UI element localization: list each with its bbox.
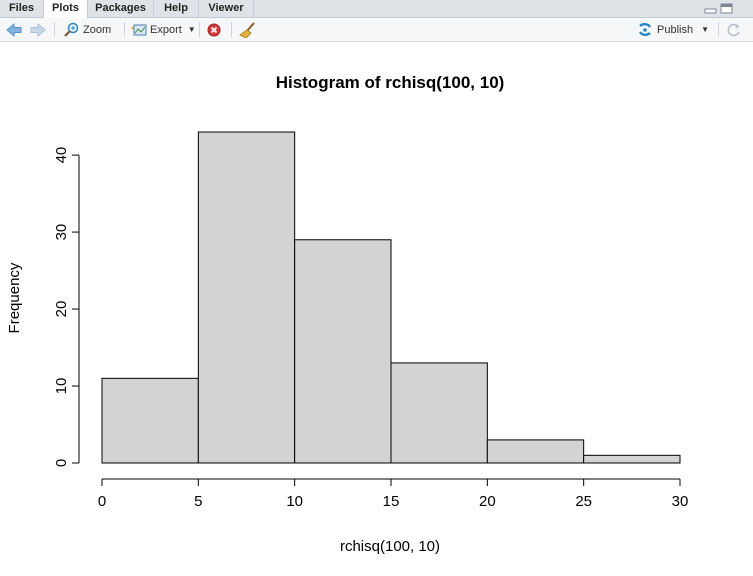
- histogram-bar: [101, 377, 199, 464]
- toolbar-separator: [231, 22, 232, 37]
- chevron-down-icon: ▼: [701, 25, 709, 34]
- maximize-pane-icon[interactable]: [720, 2, 733, 15]
- publish-label: Publish: [657, 23, 694, 36]
- x-tick-label: 0: [98, 493, 106, 510]
- tab-files[interactable]: Files: [0, 0, 44, 17]
- toolbar-separator: [199, 22, 200, 37]
- remove-plot-icon[interactable]: [207, 18, 221, 41]
- toolbar-separator: [124, 22, 125, 37]
- x-tick-label: 10: [286, 493, 303, 510]
- histogram-bar: [486, 439, 585, 464]
- y-axis: 0 10 20 30 40: [53, 147, 80, 467]
- minimize-pane-icon[interactable]: [704, 2, 717, 15]
- pane-tab-bar: Files Plots Packages Help Viewer: [0, 0, 753, 18]
- tab-help[interactable]: Help: [154, 0, 199, 17]
- y-axis-label: Frequency: [6, 262, 23, 333]
- toolbar-separator: [718, 22, 719, 37]
- toolbar-separator: [54, 22, 55, 37]
- histogram-bar: [390, 362, 488, 464]
- tab-viewer[interactable]: Viewer: [199, 0, 254, 17]
- export-icon: [131, 22, 147, 38]
- plot-viewer: Histogram of rchisq(100, 10) rchisq(100,…: [0, 42, 753, 571]
- zoom-icon: [63, 22, 79, 38]
- x-tick-label: 15: [383, 493, 400, 510]
- zoom-button[interactable]: Zoom: [63, 18, 111, 41]
- histogram-bar: [197, 131, 296, 464]
- export-label: Export: [150, 23, 182, 36]
- bars-group: [101, 131, 681, 464]
- tab-packages[interactable]: Packages: [88, 0, 154, 17]
- x-tick-label: 30: [672, 493, 689, 510]
- histogram-bar: [294, 239, 392, 464]
- refresh-icon[interactable]: [726, 18, 742, 41]
- broom-icon[interactable]: [239, 18, 257, 41]
- plots-toolbar: Zoom Export ▼ Publish ▼: [0, 18, 753, 42]
- publish-icon: [637, 22, 653, 37]
- export-button[interactable]: Export ▼: [131, 18, 196, 41]
- y-tick-label: 40: [53, 147, 70, 164]
- y-tick-label: 20: [53, 301, 70, 318]
- forward-arrow-icon[interactable]: [30, 18, 46, 41]
- tab-plots[interactable]: Plots: [43, 0, 88, 18]
- x-axis-label: rchisq(100, 10): [340, 538, 440, 555]
- x-tick-label: 25: [575, 493, 592, 510]
- chart-title: Histogram of rchisq(100, 10): [276, 73, 505, 92]
- histogram-bar: [583, 454, 681, 464]
- publish-button[interactable]: Publish ▼: [637, 18, 709, 41]
- x-tick-label: 20: [479, 493, 496, 510]
- zoom-label: Zoom: [83, 23, 112, 36]
- y-tick-label: 10: [53, 378, 70, 395]
- y-tick-label: 0: [53, 459, 70, 467]
- y-tick-label: 30: [53, 224, 70, 241]
- x-axis: 0 5 10 15 20 25 30: [98, 478, 689, 510]
- x-tick-label: 5: [194, 493, 202, 510]
- back-arrow-icon[interactable]: [6, 18, 22, 41]
- histogram-chart: Histogram of rchisq(100, 10) rchisq(100,…: [6, 73, 689, 555]
- chevron-down-icon: ▼: [187, 25, 196, 34]
